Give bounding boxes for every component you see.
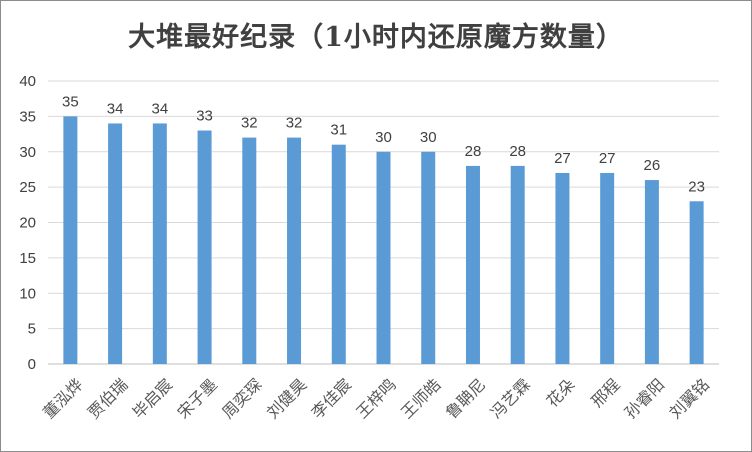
bar [644,180,659,364]
bar [376,151,391,364]
bar [465,165,480,364]
bar [197,130,212,364]
x-category-label: 董泓烨 [39,375,86,422]
data-label: 27 [554,150,571,167]
x-category-label: 冯艺霖 [487,375,534,422]
bar [108,123,123,364]
x-category-label: 花朵 [543,375,579,411]
x-category-label: 贾伯瑞 [84,375,131,422]
data-label: 32 [241,115,258,132]
x-category-label: 李佳宸 [308,375,355,422]
data-label: 34 [151,100,168,117]
bar [600,172,615,364]
y-tick-label: 40 [19,73,36,90]
data-label: 31 [330,122,347,139]
bar [421,151,436,364]
data-label: 26 [644,157,661,174]
bar [331,144,346,364]
y-tick-label: 15 [19,250,36,267]
data-label: 28 [509,143,526,160]
bar [555,172,570,364]
data-label: 28 [465,143,482,160]
x-category-label: 鲁聃尼 [442,375,489,422]
data-label: 23 [688,178,705,195]
x-category-label: 王师皓 [397,375,444,422]
bar [242,137,257,364]
chart-title: 大堆最好纪录（1小时内还原魔方数量） [128,22,624,53]
data-label: 34 [107,100,124,117]
y-tick-label: 0 [28,356,36,373]
y-tick-label: 35 [19,108,36,125]
y-tick-label: 10 [19,285,36,302]
y-tick-label: 20 [19,215,36,232]
bar [510,165,525,364]
x-category-label: 宋子墨 [173,375,220,422]
x-category-label: 孙睿阳 [621,375,668,422]
bar [63,116,78,364]
bar [689,201,704,364]
data-label: 33 [196,108,213,125]
bar [152,123,167,364]
x-category-label: 刘翼铭 [666,375,713,422]
data-label: 27 [599,150,616,167]
data-label: 35 [62,93,79,110]
y-tick-label: 5 [28,321,36,338]
x-category-label: 刘健昊 [263,375,310,422]
x-category-label: 周奕琛 [218,375,265,422]
x-category-label: 邢程 [587,375,623,411]
bar [287,137,302,364]
y-tick-label: 30 [19,144,36,161]
x-category-label: 王梓鸣 [352,375,399,422]
x-category-label: 毕启宸 [129,375,176,422]
data-label: 30 [420,129,437,146]
data-label: 30 [375,129,392,146]
data-label: 32 [286,115,303,132]
y-tick-label: 25 [19,179,36,196]
